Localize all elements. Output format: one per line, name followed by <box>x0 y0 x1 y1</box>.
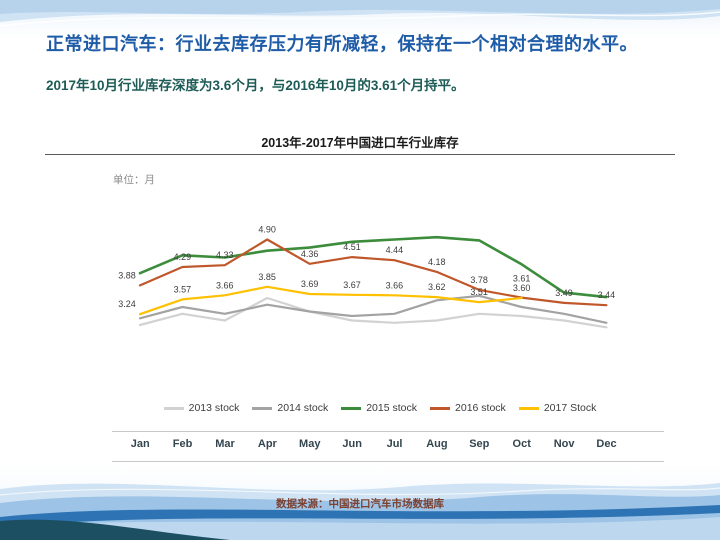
slide-title: 正常进口汽车：行业去库存压力有所减轻，保持在一个相对合理的水平。 <box>46 34 638 54</box>
month-label-may: May <box>299 438 321 450</box>
data-label-2016-stock-aug: 4.18 <box>428 257 446 267</box>
data-label-2017-stock-feb: 3.57 <box>174 284 192 294</box>
legend-label-2013-stock: 2013 stock <box>188 402 240 414</box>
legend-item-2015-stock: 2015 stock <box>341 402 417 414</box>
series-line-2014-stock <box>138 294 608 324</box>
data-label-2016-stock-jun: 4.51 <box>343 242 361 252</box>
data-label-2017-stock-apr: 3.85 <box>258 272 276 282</box>
legend-item-2017-stock: 2017 Stock <box>518 402 597 414</box>
month-label-apr: Apr <box>257 438 277 450</box>
chart-title: 2013年-2017年中国进口车行业库存 <box>261 136 459 150</box>
chart-legend: 2013 stock 2014 stock 2015 stock 2016 stock… <box>80 402 680 414</box>
series-line-2013-stock <box>138 296 608 329</box>
series-line-2017-stock <box>138 285 523 316</box>
legend-swatch-2016-stock <box>430 406 451 410</box>
data-label-2017-stock-jul: 3.66 <box>386 280 404 290</box>
month-label-feb: Feb <box>172 438 193 450</box>
month-label-aug: Aug <box>426 438 448 450</box>
data-label-2017-stock-jun: 3.67 <box>343 280 361 290</box>
month-label-jun: Jun <box>342 438 362 450</box>
chart-title-divider <box>45 154 675 155</box>
legend-item-2016-stock: 2016 stock <box>430 402 506 414</box>
month-label-sep: Sep <box>469 438 490 450</box>
data-label-2016-stock-mar: 4.33 <box>216 250 234 260</box>
unit-label: 单位：月 <box>113 174 155 186</box>
legend-label-2016-stock: 2016 stock <box>455 402 506 414</box>
series-line-2015-stock <box>138 235 608 299</box>
series-line-2016-stock <box>138 238 608 307</box>
month-label-oct: Oct <box>512 438 531 450</box>
legend-swatch-2015-stock <box>341 406 362 410</box>
legend-item-2013-stock: 2013 stock <box>163 402 240 414</box>
legend-item-2014-stock: 2014 stock <box>252 402 328 414</box>
legend-label-2015-stock: 2015 stock <box>366 402 418 414</box>
data-label-2016-stock-jul: 4.44 <box>386 245 404 255</box>
data-label-2016-stock-feb: 4.29 <box>174 252 192 262</box>
data-label-2016-stock-nov: 3.49 <box>555 288 573 298</box>
x-axis-month-row: Jan Feb Mar Apr May Jun Jul Aug Sep Oct Nov Dec <box>119 438 628 450</box>
months-bottom-divider <box>112 461 664 462</box>
data-label-2016-stock-apr: 4.90 <box>258 225 276 235</box>
legend-swatch-2017-stock <box>518 406 539 410</box>
data-label-2017-stock-oct: 3.60 <box>513 283 531 293</box>
bottom-wave-decoration <box>0 483 720 540</box>
data-label-2016-stock-sep: 3.78 <box>470 275 488 285</box>
data-source-footer: 数据来源：中国进口汽车市场数据库 <box>276 498 444 510</box>
legend-swatch-2014-stock <box>252 406 273 410</box>
month-label-jul: Jul <box>386 438 403 450</box>
inventory-line-chart: 3.24 3.57 3.66 3.85 3.69 3.67 3.66 3.62 3.51 3.60… <box>118 225 616 329</box>
data-label-2016-stock-may: 4.36 <box>301 249 319 259</box>
data-label-2017-stock-may: 3.69 <box>301 279 319 289</box>
data-label-2017-stock-aug: 3.62 <box>428 282 446 292</box>
data-label-2016-stock-oct: 3.61 <box>513 274 531 284</box>
legend-months-divider <box>112 431 664 432</box>
legend-swatch-2013-stock <box>163 406 184 410</box>
month-label-mar: Mar <box>215 438 235 450</box>
top-wave-decoration <box>0 0 720 27</box>
data-label-2017-stock-mar: 3.66 <box>216 280 234 290</box>
data-label-2016-stock-jan: 3.88 <box>118 270 136 280</box>
data-label-2017-stock-jan: 3.24 <box>118 299 136 309</box>
month-label-jan: Jan <box>130 438 150 450</box>
legend-label-2014-stock: 2014 stock <box>277 402 329 414</box>
month-label-dec: Dec <box>596 438 617 450</box>
slide-subtitle: 2017年10月行业库存深度为3.6个月，与2016年10月的3.61个月持平。 <box>46 78 465 93</box>
data-label-2017-stock-sep: 3.51 <box>470 287 488 297</box>
data-label-2016-stock-dec: 3.44 <box>598 290 616 300</box>
legend-label-2017-stock: 2017 Stock <box>543 402 597 414</box>
month-label-nov: Nov <box>553 438 575 450</box>
